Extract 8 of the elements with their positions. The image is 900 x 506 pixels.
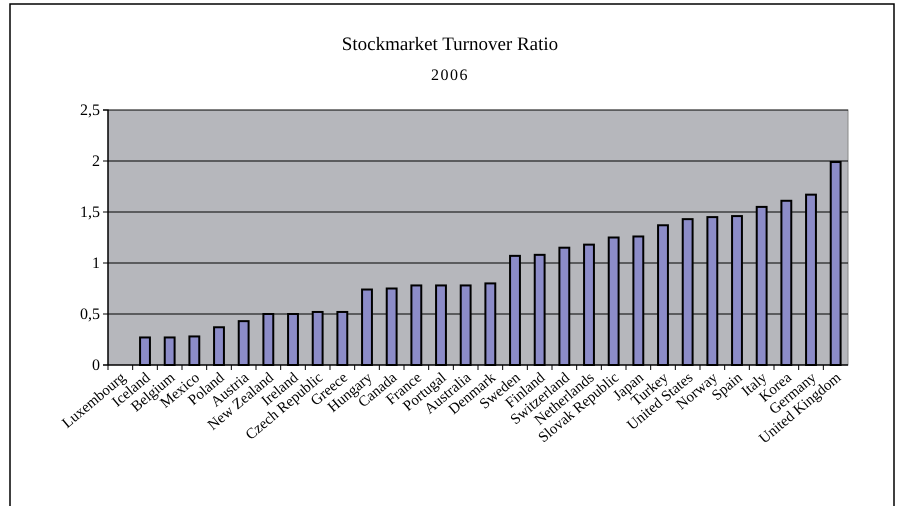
y-tick-label: 1 [92,255,100,272]
chart-title: Stockmarket Turnover Ratio [342,34,558,55]
y-tick-label: 2,5 [80,102,100,120]
chart-subtitle: 2006 [431,67,469,84]
y-tick-label: 0 [92,357,100,374]
y-tick-label: 2 [92,153,100,170]
y-tick-label: 0,5 [80,306,100,324]
y-tick-label: 1,5 [80,204,100,222]
